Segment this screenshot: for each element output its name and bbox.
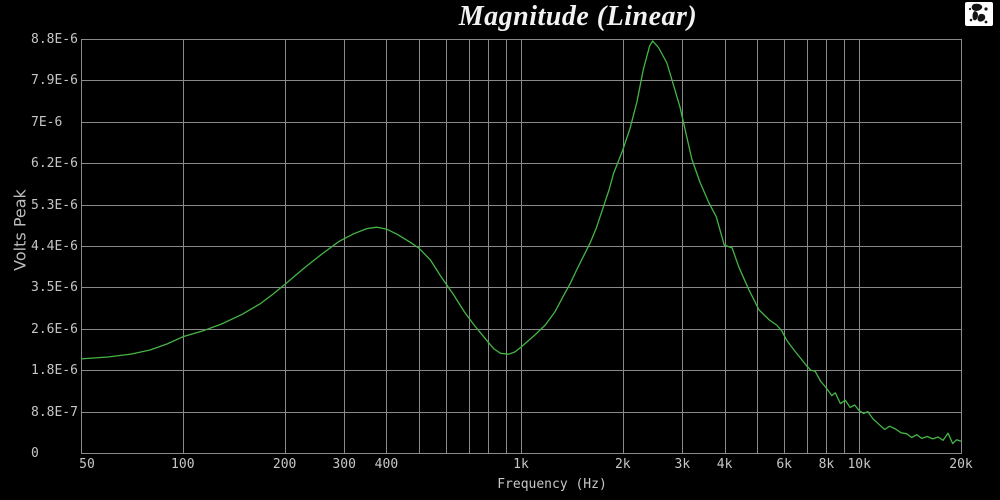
y-tick-label: 6.2E-6 xyxy=(31,156,78,172)
y-tick-label: 8.8E-6 xyxy=(31,32,78,47)
x-tick-label: 1k xyxy=(513,457,529,472)
x-tick-label: 200 xyxy=(272,457,297,472)
x-tick-label: 10k xyxy=(847,457,871,472)
x-tick-label: 100 xyxy=(171,457,195,472)
x-tick-label: 400 xyxy=(374,457,399,472)
x-tick-label: 300 xyxy=(332,457,356,472)
y-tick-label: 3.5E-6 xyxy=(31,280,78,296)
app-logo-icon xyxy=(965,2,993,26)
chart-title: Magnitude (Linear) xyxy=(458,1,698,32)
x-tick-label: 8k xyxy=(818,457,835,472)
y-tick-label: 2.6E-6 xyxy=(31,321,78,337)
y-tick-label: 4.4E-6 xyxy=(31,239,78,254)
y-tick-label: 1.8E-6 xyxy=(31,363,78,379)
y-tick-label: 7.9E-6 xyxy=(31,73,78,89)
x-tick-label: 20k xyxy=(949,457,973,472)
plot-border xyxy=(81,39,962,454)
x-tick-label: 6k xyxy=(776,457,792,472)
y-tick-label: 7E-6 xyxy=(31,114,63,130)
x-tick-label: 4k xyxy=(716,457,733,472)
x-tick-label: 2k xyxy=(614,457,631,472)
magnitude-curve xyxy=(80,40,962,445)
y-tick-label: 0 xyxy=(31,446,39,461)
x-tick-label: 3k xyxy=(674,457,691,472)
x-tick-label: 50 xyxy=(79,457,95,472)
y-tick-label: 5.3E-6 xyxy=(31,197,78,213)
y-tick-label: 8.8E-7 xyxy=(31,404,78,420)
x-axis-label: Frequency (Hz) xyxy=(497,477,607,492)
